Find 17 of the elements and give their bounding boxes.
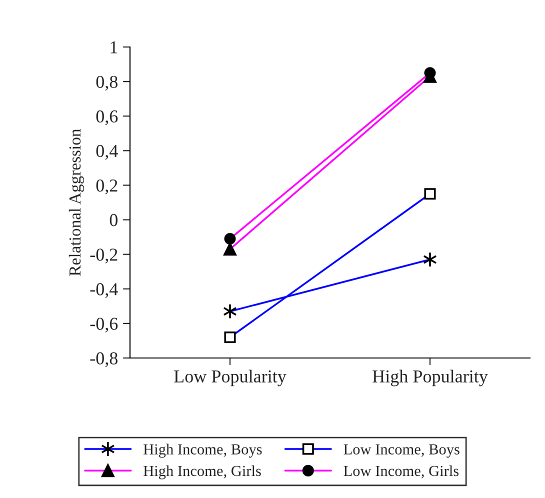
y-tick-label: -0,4 <box>90 283 118 298</box>
y-tick-label: 0,6 <box>96 110 118 126</box>
y-tick-label: 0,4 <box>96 144 118 160</box>
y-tick-label: 0 <box>110 214 118 226</box>
y-tick-label: 0,2 <box>96 179 118 194</box>
legend-label: High Income, Boys <box>144 444 262 458</box>
y-tick-label: -0,6 <box>90 318 118 332</box>
x-tick-label: High Popularity <box>372 370 488 386</box>
y-tick-label: -0,2 <box>90 248 118 264</box>
legend-label: Low Income, Girls <box>344 465 459 478</box>
legend-label: Low Income, Boys <box>344 444 460 458</box>
legend-label: High Income, Girls <box>144 465 261 480</box>
y-axis-title: Relational Aggression <box>68 128 84 276</box>
y-tick-label: 0,8 <box>96 76 118 91</box>
x-tick-label: Low Popularity <box>174 370 286 386</box>
y-tick-label: -0,8 <box>90 352 118 368</box>
y-tick-label: 1 <box>110 41 118 54</box>
